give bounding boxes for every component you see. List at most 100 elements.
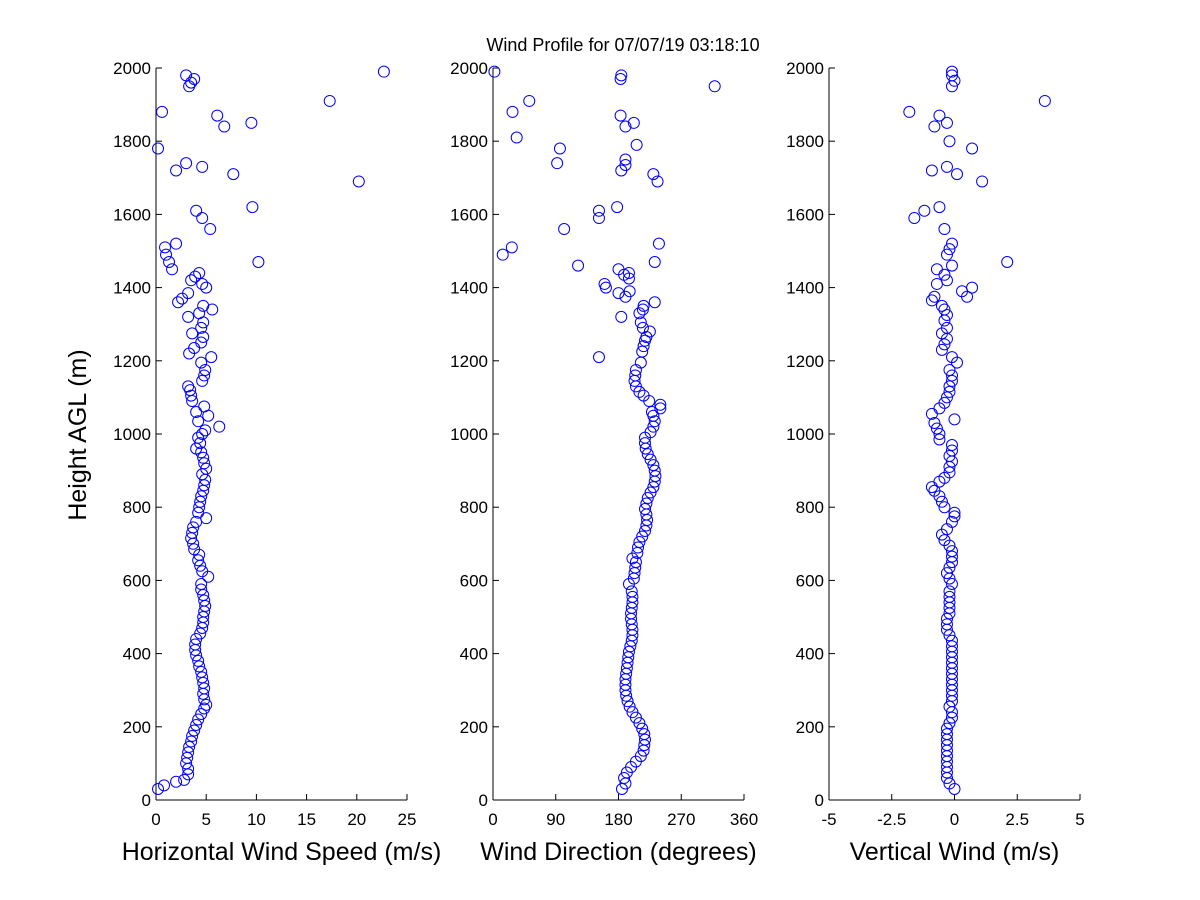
data-point bbox=[945, 640, 958, 653]
data-point bbox=[940, 391, 953, 404]
data-point bbox=[925, 164, 938, 177]
data-point bbox=[198, 369, 211, 382]
data-point bbox=[551, 157, 564, 170]
data-point bbox=[925, 481, 938, 494]
data-point bbox=[194, 495, 207, 508]
y-tick-label: 600 bbox=[796, 571, 824, 590]
data-point bbox=[505, 241, 518, 254]
data-point bbox=[938, 534, 951, 547]
data-point bbox=[626, 706, 639, 719]
data-point bbox=[908, 212, 921, 225]
data-point bbox=[943, 449, 956, 462]
data-point bbox=[186, 729, 199, 742]
data-point bbox=[976, 175, 989, 188]
data-point bbox=[198, 594, 211, 607]
x-tick-label: 5 bbox=[1075, 810, 1084, 829]
x-tick-label: 270 bbox=[667, 810, 695, 829]
data-point bbox=[195, 321, 208, 334]
data-point bbox=[194, 627, 207, 640]
data-point bbox=[641, 492, 654, 505]
data-point bbox=[633, 307, 646, 320]
data-point bbox=[196, 671, 209, 684]
data-point bbox=[938, 338, 951, 351]
x-tick-label: 15 bbox=[297, 810, 316, 829]
chart-title: Wind Profile for 07/07/19 03:18:10 bbox=[486, 35, 759, 55]
data-point bbox=[903, 105, 916, 118]
data-point bbox=[940, 160, 953, 173]
data-point bbox=[708, 80, 721, 93]
data-point bbox=[943, 243, 956, 256]
data-point bbox=[636, 345, 649, 358]
y-tick-label: 200 bbox=[796, 718, 824, 737]
data-point bbox=[945, 444, 958, 457]
data-point bbox=[636, 530, 649, 543]
data-point bbox=[195, 583, 208, 596]
data-point bbox=[940, 309, 953, 322]
data-point bbox=[918, 204, 931, 217]
data-point bbox=[182, 287, 195, 300]
panel-1: 0 200 400 600 800 1000 1200 1400 1600 1800 2000 0 5 1… bbox=[113, 59, 441, 866]
y-tick-label: 400 bbox=[123, 645, 151, 664]
data-point bbox=[323, 94, 336, 107]
data-point bbox=[182, 746, 195, 759]
data-point bbox=[945, 545, 958, 558]
x-tick-label: 180 bbox=[604, 810, 632, 829]
data-point bbox=[196, 212, 209, 225]
data-point bbox=[186, 526, 199, 539]
x-axis-label: Wind Direction (degrees) bbox=[480, 838, 757, 866]
data-point bbox=[187, 521, 200, 534]
data-point bbox=[645, 406, 658, 419]
data-point bbox=[197, 331, 210, 344]
x-tick-label: -2.5 bbox=[877, 810, 906, 829]
data-point bbox=[638, 728, 651, 741]
data-point bbox=[648, 464, 661, 477]
data-point bbox=[198, 457, 211, 470]
y-tick-label: 800 bbox=[796, 498, 824, 517]
x-tick-label: 25 bbox=[398, 810, 417, 829]
data-point bbox=[638, 437, 651, 450]
y-tick-label: 800 bbox=[123, 498, 151, 517]
data-point bbox=[197, 299, 210, 312]
data-point bbox=[200, 281, 213, 294]
data-point bbox=[615, 69, 628, 82]
data-point bbox=[200, 512, 213, 525]
data-point bbox=[199, 424, 212, 437]
data-point bbox=[196, 565, 209, 578]
data-point bbox=[510, 131, 523, 144]
data-point bbox=[634, 750, 647, 763]
data-point bbox=[623, 285, 636, 298]
data-point bbox=[938, 396, 951, 409]
data-point bbox=[637, 299, 650, 312]
data-point bbox=[945, 711, 958, 724]
data-point bbox=[654, 402, 667, 415]
data-point bbox=[618, 772, 631, 785]
data-point bbox=[190, 204, 203, 217]
data-point bbox=[945, 634, 958, 647]
data-point bbox=[193, 307, 206, 320]
data-point bbox=[1001, 255, 1014, 268]
data-point bbox=[945, 69, 958, 82]
x-tick-label: 2.5 bbox=[1005, 810, 1029, 829]
data-point bbox=[192, 554, 205, 567]
data-point bbox=[572, 259, 585, 272]
x-tick-label: 90 bbox=[546, 810, 565, 829]
data-point bbox=[166, 263, 179, 276]
y-axis-label: Height AGL (m) bbox=[64, 349, 92, 520]
data-point bbox=[940, 612, 953, 625]
data-point bbox=[938, 223, 951, 236]
data-point bbox=[160, 248, 173, 261]
data-point bbox=[943, 590, 956, 603]
data-point bbox=[928, 417, 941, 430]
y-tick-label: 1600 bbox=[450, 205, 488, 224]
x-tick-label: 5 bbox=[201, 810, 210, 829]
data-point bbox=[227, 168, 240, 181]
data-point bbox=[192, 654, 205, 667]
y-tick-label: 0 bbox=[142, 791, 151, 810]
data-point bbox=[188, 543, 201, 556]
data-point bbox=[553, 142, 566, 155]
data-point bbox=[945, 237, 958, 250]
data-point bbox=[190, 406, 203, 419]
data-point bbox=[196, 277, 209, 290]
